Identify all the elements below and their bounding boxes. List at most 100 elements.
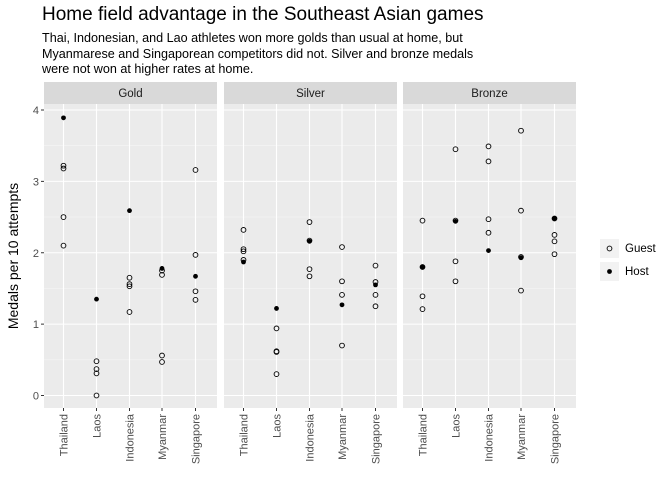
guest-point: [192, 167, 199, 173]
guest-point: [273, 371, 280, 377]
guest-point: [126, 281, 133, 288]
facet-panel-bronze: Bronze Thailand Laos Indonesia Myanmar Singap…: [403, 82, 576, 464]
x-tick-label: Laos: [92, 414, 104, 438]
guest-point: [372, 292, 379, 298]
legend-label: Guest: [625, 243, 656, 255]
guest-point: [159, 359, 165, 365]
facet-strip: [44, 82, 217, 104]
guest-point: [452, 146, 459, 153]
host-point: [420, 264, 425, 270]
host-point: [453, 218, 458, 224]
legend-label: Host: [625, 266, 649, 278]
host-point: [339, 302, 345, 308]
x-tick-label: Singapore: [371, 414, 383, 464]
guest-point: [126, 309, 133, 315]
facet-panel-silver: Silver Thailand Laos Indonesia Myanmar Singap…: [224, 82, 397, 464]
x-tick-label: Singapore: [191, 414, 203, 464]
guest-point: [126, 274, 133, 281]
x-tick-label: Thailand: [239, 414, 251, 456]
guest-point: [192, 252, 199, 258]
chart-title: Home field advantage in the Southeast As…: [42, 4, 484, 25]
guest-point: [240, 227, 247, 233]
legend-guest-symbol: [606, 245, 613, 252]
host-point: [373, 282, 378, 288]
host-point: [307, 238, 312, 244]
guest-point: [93, 358, 100, 365]
guest-point: [452, 258, 459, 265]
guest-point: [60, 214, 67, 220]
x-tick-label: Laos: [272, 414, 284, 438]
legend: Guest Host: [600, 239, 656, 281]
facet-strip-label: Bronze: [471, 88, 507, 100]
guest-point: [518, 287, 524, 294]
facet-strip-label: Silver: [296, 88, 325, 100]
y-tick-label: 4: [33, 105, 39, 117]
guest-point: [273, 349, 280, 355]
panel-background: [224, 104, 397, 408]
guest-point: [551, 251, 558, 258]
guest-point: [485, 229, 492, 236]
facet-strip: [403, 82, 576, 104]
host-point: [552, 216, 557, 221]
guest-point: [419, 293, 426, 300]
guest-point: [60, 165, 67, 172]
guest-point: [306, 219, 313, 225]
legend-host-symbol: [607, 269, 612, 274]
x-tick-label: Myanmar: [516, 414, 528, 460]
subtitle-line: Thai, Indonesian, and Lao athletes won m…: [42, 31, 463, 45]
guest-point: [93, 392, 100, 399]
guest-point: [339, 292, 345, 298]
y-tick-label: 3: [33, 176, 39, 188]
facet-strip: [224, 82, 397, 104]
host-point: [127, 208, 132, 214]
host-point: [159, 266, 165, 271]
host-point: [274, 306, 279, 311]
x-tick-label: Thailand: [59, 414, 71, 456]
y-tick-label: 2: [33, 248, 39, 260]
guest-point: [485, 216, 492, 223]
guest-point: [551, 232, 558, 238]
host-point: [518, 255, 524, 261]
panel-background: [403, 104, 576, 408]
guest-point: [306, 266, 313, 273]
guest-point: [192, 288, 199, 295]
guest-point: [339, 278, 345, 285]
guest-point: [306, 273, 313, 280]
guest-point: [452, 278, 459, 285]
guest-point: [240, 248, 247, 255]
guest-point: [93, 366, 100, 372]
host-point: [486, 248, 491, 254]
x-tick-label: Myanmar: [157, 414, 169, 460]
y-tick-label: 1: [33, 319, 39, 331]
facet-panel-gold: Gold Thailand Laos Indonesia Myanmar Singapor…: [44, 82, 217, 464]
subtitle-line: were not won at higher rates at home.: [42, 62, 254, 76]
guest-point: [159, 272, 165, 278]
guest-point: [518, 207, 524, 214]
guest-point: [419, 217, 426, 224]
guest-point: [518, 127, 524, 134]
subtitle-line: Myanmarese and Singaporean competitors d…: [42, 46, 474, 61]
guest-point: [240, 246, 247, 253]
x-tick-label: Indonesia: [125, 413, 137, 462]
guest-point: [93, 370, 100, 377]
x-tick-label: Indonesia: [484, 413, 496, 462]
guest-point: [551, 238, 558, 245]
legend-key: [600, 239, 619, 258]
guest-point: [273, 325, 280, 332]
panel-background: [44, 104, 217, 408]
x-tick-label: Laos: [451, 414, 463, 438]
guest-point: [485, 143, 492, 150]
host-point: [61, 115, 66, 121]
host-point: [193, 273, 198, 279]
x-tick-label: Singapore: [550, 414, 562, 464]
y-tick-label: 0: [33, 391, 39, 403]
guest-point: [339, 244, 345, 250]
guest-point: [126, 283, 133, 290]
guest-point: [419, 306, 426, 312]
guest-point: [60, 242, 67, 249]
guest-point: [372, 262, 379, 269]
x-tick-label: Indonesia: [305, 413, 317, 462]
guest-point: [60, 162, 67, 169]
guest-point: [372, 303, 379, 310]
